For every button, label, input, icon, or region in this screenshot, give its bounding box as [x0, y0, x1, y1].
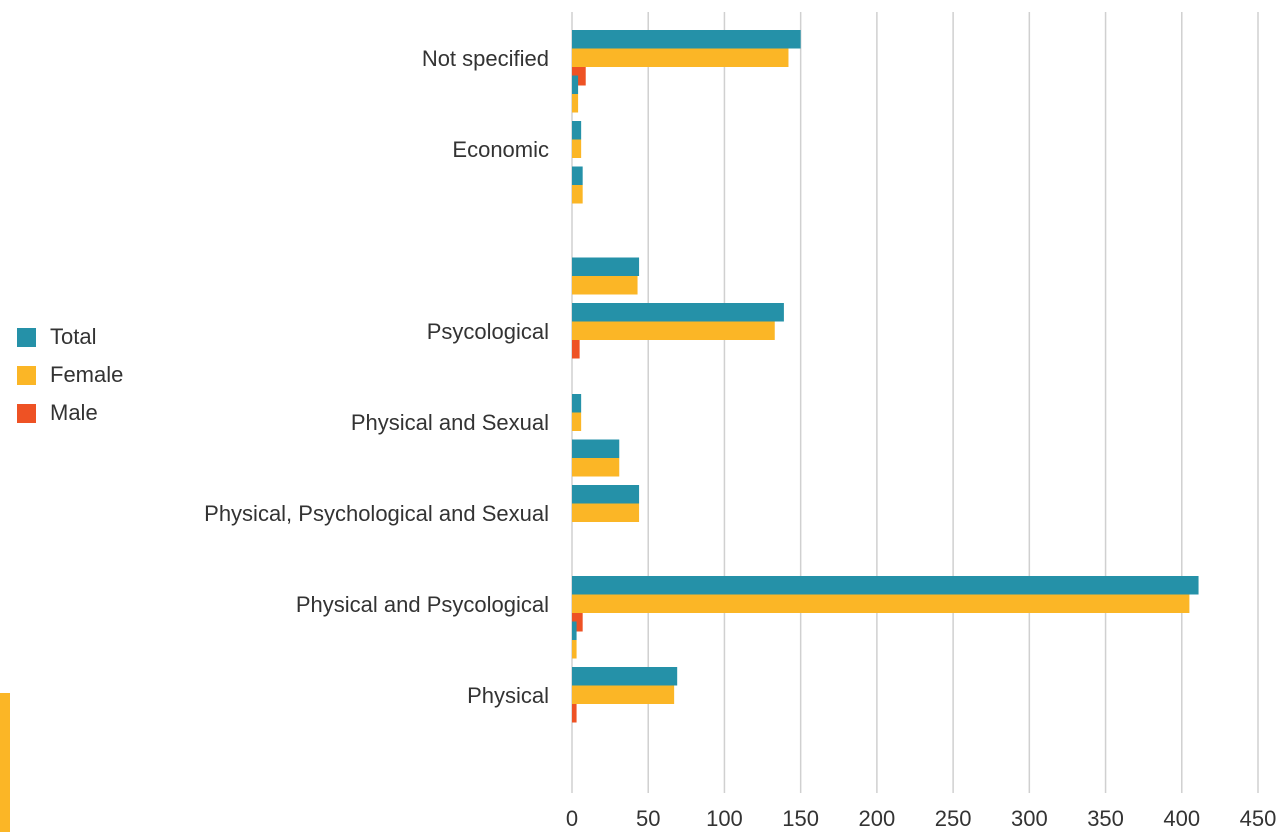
bar-total	[572, 439, 620, 458]
bar-female	[572, 185, 583, 204]
bar-male	[572, 340, 580, 359]
bar-female	[572, 594, 1190, 613]
bar-total	[572, 621, 577, 640]
x-tick-label: 100	[706, 806, 743, 831]
bar-total	[572, 303, 784, 322]
bar-female	[572, 412, 582, 431]
bar-total	[572, 576, 1199, 595]
category-label: Not specified	[422, 46, 549, 71]
legend-swatch-male	[17, 403, 36, 423]
bar-total	[572, 166, 583, 185]
x-tick-label: 250	[935, 806, 972, 831]
x-tick-label: 300	[1011, 806, 1048, 831]
bar-total	[572, 667, 678, 686]
x-tick-label: 0	[566, 806, 578, 831]
accent-bar	[0, 693, 10, 832]
legend-item-male: Male	[17, 394, 123, 432]
bar-female	[572, 94, 579, 113]
bar-female	[572, 276, 638, 295]
x-tick-label: 350	[1087, 806, 1124, 831]
bar-total	[572, 30, 801, 49]
bar-total	[572, 394, 582, 413]
category-label: Economic	[452, 137, 549, 162]
bar-female	[572, 685, 675, 704]
x-tick-label: 50	[636, 806, 660, 831]
bars	[572, 30, 1199, 723]
legend-item-female: Female	[17, 356, 123, 394]
legend-label-total: Total	[50, 324, 97, 349]
legend-swatch-total	[17, 327, 36, 347]
category-label: Physical and Sexual	[351, 410, 549, 435]
legend-item-total: Total	[17, 318, 123, 356]
legend: Total Female Male	[17, 318, 123, 432]
bar-female	[572, 48, 789, 67]
bar-male	[572, 613, 583, 632]
bar-female	[572, 458, 620, 477]
x-tick-label: 200	[859, 806, 896, 831]
category-label: Psycological	[427, 319, 549, 344]
category-labels: Not specified Economic Psycological Physica…	[204, 46, 549, 708]
bar-female	[572, 139, 582, 158]
bar-female	[572, 640, 577, 659]
bar-total	[572, 121, 582, 140]
legend-label-male: Male	[50, 400, 98, 425]
x-axis-ticks: 0 50 100 150 200 250 300 350 400 450	[566, 806, 1276, 831]
legend-swatch-female	[17, 365, 36, 385]
category-label: Physical	[467, 683, 549, 708]
category-label: Physical and Psycological	[296, 592, 549, 617]
bar-total	[572, 485, 640, 504]
bar-female	[572, 321, 775, 340]
grid-lines	[571, 12, 1259, 793]
legend-label-female: Female	[50, 362, 124, 387]
bar-female	[572, 503, 640, 522]
bar-total	[572, 75, 579, 94]
x-tick-label: 150	[782, 806, 819, 831]
bar-male	[572, 704, 577, 723]
bar-total	[572, 257, 640, 276]
category-label: Physical, Psychological and Sexual	[204, 501, 549, 526]
x-tick-label: 400	[1163, 806, 1200, 831]
x-tick-label: 450	[1240, 806, 1277, 831]
